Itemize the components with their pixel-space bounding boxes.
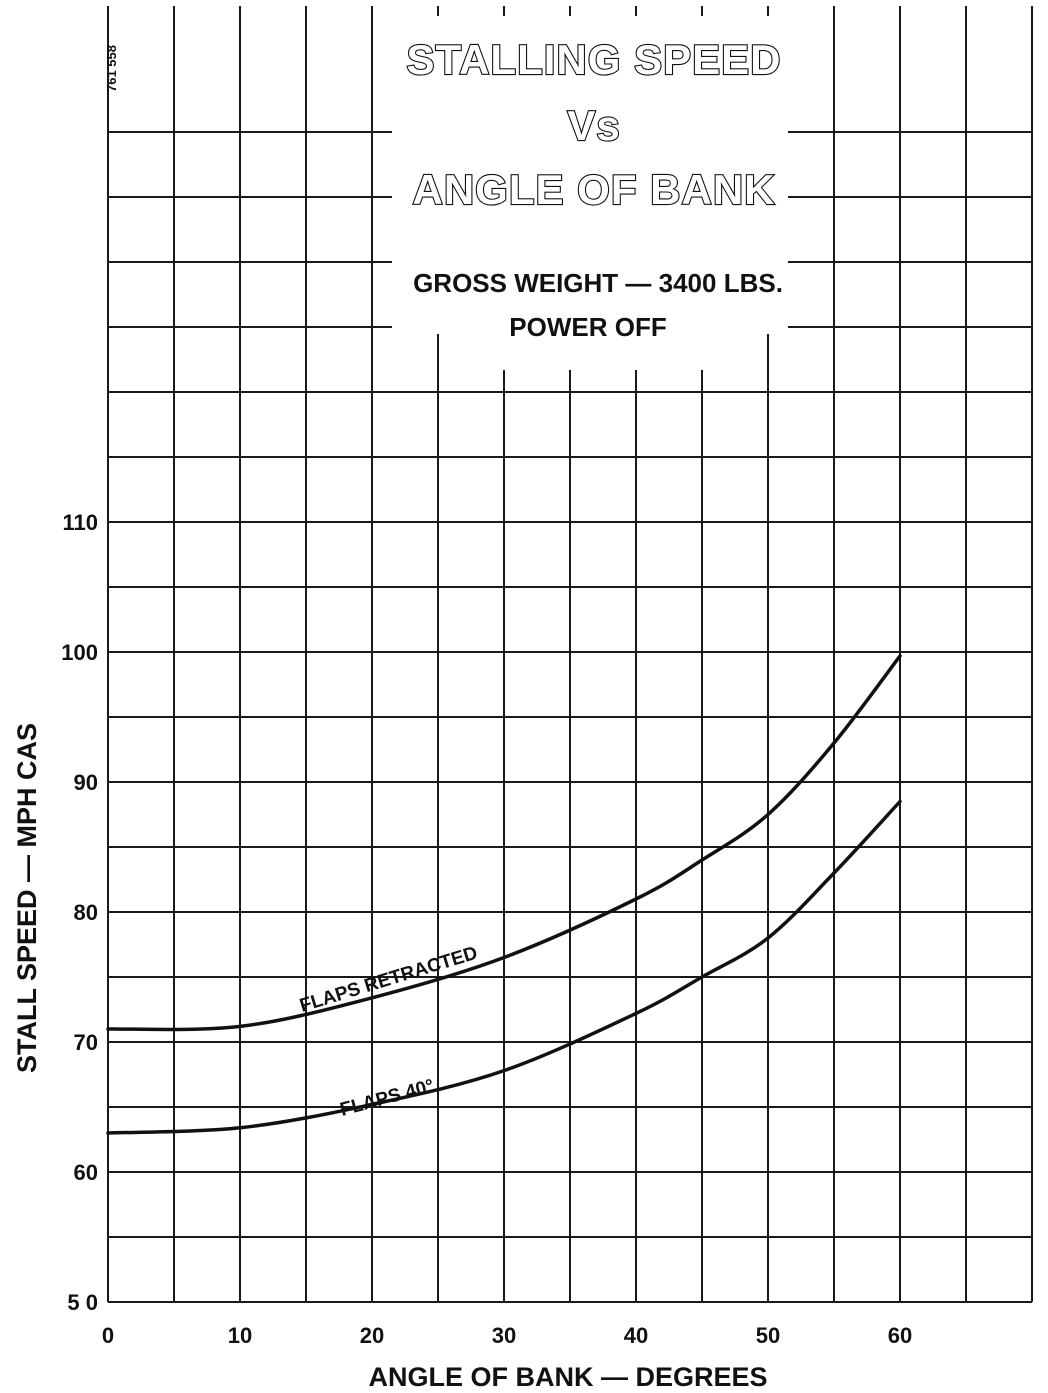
- y-tick-label: 110: [63, 510, 99, 535]
- chart-title-line-3: ANGLE OF BANK: [413, 166, 776, 213]
- series-line-flaps-40: [106, 799, 902, 1135]
- y-axis-label: STALL SPEED — MPH CAS: [12, 723, 42, 1073]
- x-tick-label: 50: [756, 1323, 780, 1348]
- series-group: [106, 654, 902, 1135]
- y-tick-label: 80: [74, 900, 98, 925]
- x-tick-label: 20: [360, 1323, 384, 1348]
- x-tick-label: 10: [228, 1323, 252, 1348]
- y-tick-label: 70: [74, 1030, 98, 1055]
- y-tick-label: 100: [61, 640, 98, 665]
- x-tick-label: 0: [102, 1323, 114, 1348]
- subtitle-box: [452, 250, 716, 370]
- doc-code: 761 558: [104, 45, 119, 92]
- y-tick-label: 5 0: [67, 1290, 98, 1315]
- chart-title-line-1: STALLING SPEED: [407, 36, 782, 83]
- series-label-flaps-40: FLAPS 40°: [338, 1076, 436, 1121]
- x-axis-label: ANGLE OF BANK — DEGREES: [368, 1362, 767, 1392]
- x-tick-label: 40: [624, 1323, 648, 1348]
- x-tick-label: 30: [492, 1323, 516, 1348]
- series-line-flaps-retracted: [106, 654, 902, 1032]
- x-tick-label: 60: [888, 1323, 912, 1348]
- chart-subtitle-line-1: GROSS WEIGHT — 3400 LBS.: [413, 268, 783, 298]
- chart-title-line-2: Vs: [567, 102, 620, 149]
- y-tick-label: 90: [74, 770, 98, 795]
- series-label-flaps-retracted: FLAPS RETRACTED: [297, 943, 480, 1017]
- y-tick-label: 60: [74, 1160, 98, 1185]
- chart-subtitle-line-2: POWER OFF: [509, 312, 666, 342]
